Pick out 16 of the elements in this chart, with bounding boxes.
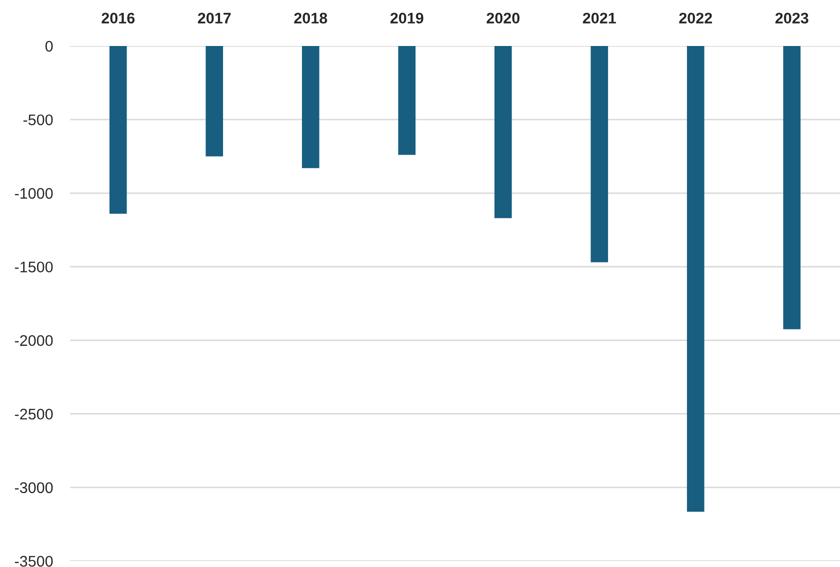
- y-tick-label: -1000: [14, 188, 53, 199]
- x-tick-label: 2020: [486, 12, 520, 24]
- y-tick-label: -2500: [14, 408, 53, 420]
- x-tick-label: 2019: [390, 12, 424, 24]
- y-tick-label: -500: [23, 114, 53, 126]
- x-tick-label: 2022: [679, 12, 712, 24]
- x-tick-label: 2017: [198, 12, 231, 24]
- y-tick-label: -3500: [14, 556, 53, 567]
- y-tick-label: -1500: [14, 262, 53, 272]
- x-tick-label: 2018: [294, 12, 328, 24]
- x-tick-label: 2016: [102, 12, 135, 24]
- y-tick-label: -3000: [14, 482, 53, 494]
- y-tick-label: -2000: [14, 335, 53, 346]
- x-tick-label: 2021: [582, 12, 616, 24]
- x-tick-label: 2023: [775, 12, 808, 24]
- y-tick-label: 0: [45, 40, 53, 52]
